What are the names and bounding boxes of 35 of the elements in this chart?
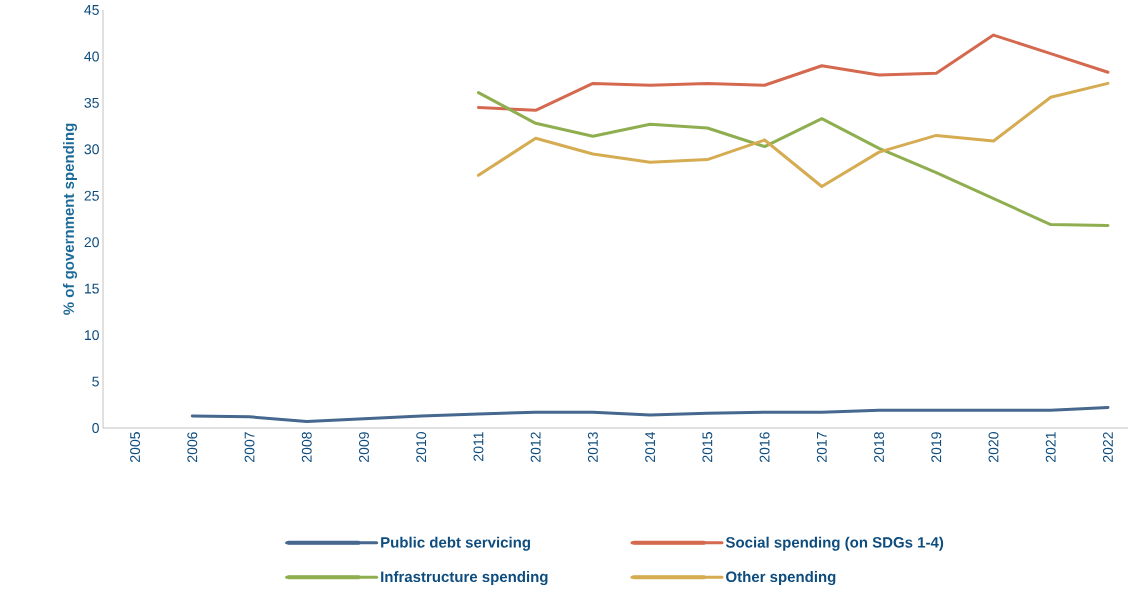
x-tick-label: 2005 <box>130 432 141 462</box>
y-tick-label: 25 <box>84 190 99 201</box>
x-tick-label: 2013 <box>587 432 598 462</box>
x-tick-label: 2012 <box>530 432 541 462</box>
x-tick-label: 2018 <box>874 432 884 462</box>
y-tick-label: 5 <box>92 376 99 387</box>
y-tick-label: 40 <box>84 51 99 62</box>
x-tick-label: 2017 <box>816 432 827 462</box>
x-tick-label: 2016 <box>759 432 770 462</box>
x-tick-label: 2007 <box>244 432 255 462</box>
x-tick-label: 2019 <box>931 432 942 462</box>
legend-label: Infrastructure spending <box>381 571 548 586</box>
x-tick-label: 2014 <box>645 431 656 462</box>
x-tick-label: 2006 <box>187 432 198 462</box>
y-tick-label: 35 <box>84 97 99 108</box>
x-tick-label: 2008 <box>301 432 312 462</box>
x-tick-label: 2010 <box>416 432 427 462</box>
line-series <box>476 33 1110 112</box>
y-tick-label: 20 <box>84 237 99 248</box>
y-axis-title: % of government spending <box>63 123 78 315</box>
x-tick-label: 2022 <box>1102 432 1113 462</box>
x-tick-label: 2009 <box>359 432 369 462</box>
y-tick-label: 15 <box>84 283 99 294</box>
y-tick-label: 30 <box>84 144 99 155</box>
y-tick-label: 0 <box>92 423 99 433</box>
legend-label: Public debt servicing <box>381 536 530 551</box>
x-tick-label: 2015 <box>702 432 713 462</box>
legend-label: Social spending (on SDGs 1-4) <box>725 536 944 551</box>
y-tick-label: 45 <box>84 5 99 15</box>
y-tick-label: 10 <box>84 330 99 341</box>
x-tick-label: 2011 <box>473 432 484 461</box>
legend-label: Other spending <box>726 571 836 586</box>
x-tick-label: 2021 <box>1045 432 1056 462</box>
x-tick-label: 2020 <box>988 432 999 462</box>
line-series <box>476 81 1110 188</box>
